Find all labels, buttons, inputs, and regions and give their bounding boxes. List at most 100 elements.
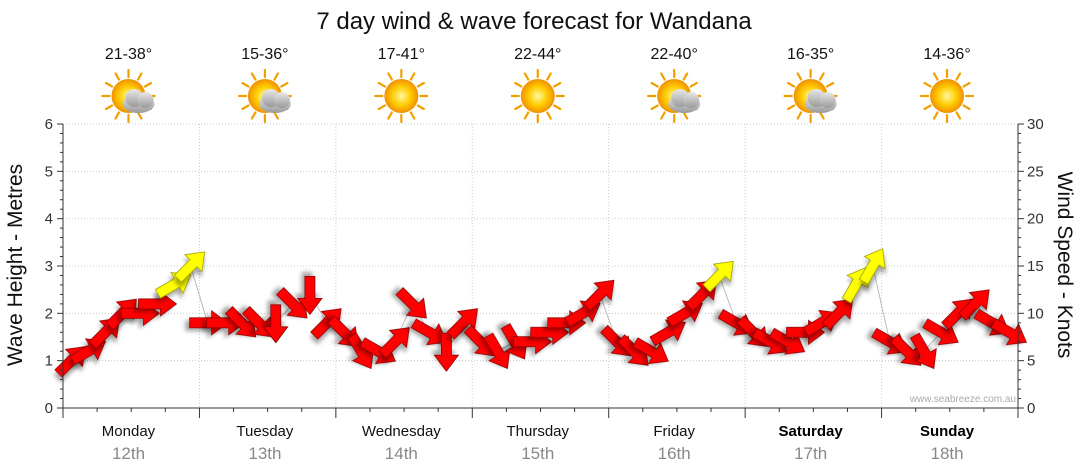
sun-cloud-icon [783, 68, 838, 124]
temperature-range: 16-35° [787, 46, 834, 63]
sun-ray [825, 81, 835, 88]
sun-ray [660, 111, 666, 120]
sun-disc [930, 79, 965, 113]
sun-ray [932, 111, 939, 120]
wind-arrow [433, 332, 460, 372]
sun-ray [660, 72, 666, 81]
sun-ray [923, 104, 932, 111]
sun-ray [416, 81, 425, 88]
cloud-part [819, 92, 836, 108]
sun-ray [514, 81, 523, 88]
right-tick-label: 30 [1027, 116, 1044, 133]
day-label: Friday [653, 423, 695, 440]
sun-ray [689, 81, 698, 88]
temperature-range: 22-44° [514, 46, 561, 63]
left-tick-label: 1 [45, 353, 53, 370]
day-label: Saturday [779, 423, 844, 440]
sun-ray [796, 72, 803, 81]
left-tick-label: 4 [45, 211, 53, 228]
right-tick-label: 25 [1027, 163, 1044, 180]
right-tick-label: 5 [1027, 353, 1035, 370]
axes: 0 1 2 3 4 5 6 0 5 10 15 20 25 30 Monday 12th Tuesday 13th… [45, 116, 1044, 463]
right-tick-label: 20 [1027, 211, 1044, 228]
sun-ray [104, 104, 114, 111]
wind-arrow [632, 337, 669, 365]
day-label: Tuesday [236, 423, 293, 440]
sun-ray [409, 111, 416, 120]
cloud-shape [122, 89, 155, 113]
sun-ray [796, 111, 803, 120]
cloud-part [137, 92, 154, 108]
wind-arrow [410, 318, 448, 346]
day-label: Sunday [920, 423, 975, 440]
sun-ray [546, 72, 552, 81]
wind-arrow [262, 304, 289, 344]
sun-ray [136, 72, 143, 81]
left-tick-label: 5 [45, 163, 53, 180]
sun-ray [955, 72, 962, 81]
sun-ray [136, 111, 143, 120]
sun-ray [787, 104, 796, 111]
sun-ray [241, 104, 250, 111]
sun-ray [650, 81, 659, 88]
sun-ray [250, 111, 257, 120]
wind-arrow [702, 260, 734, 293]
sun-ray [387, 111, 393, 120]
sun-disc [520, 79, 555, 113]
sun-ray [104, 81, 114, 88]
sun-ray [553, 104, 562, 111]
right-axis-title: Wind Speed - Knots [1053, 172, 1076, 359]
wind-arrow [297, 275, 323, 316]
sun-ray [682, 72, 689, 81]
wind-arrow [54, 346, 86, 378]
credit-label: www.seabreeze.com.au [909, 394, 1016, 405]
day-label: Monday [102, 423, 156, 440]
temperature-range: 21-38° [105, 46, 152, 63]
cloud-part [683, 92, 700, 108]
sun-ray [682, 111, 689, 120]
right-tick-label: 0 [1027, 400, 1035, 417]
date-label: 14th [385, 444, 418, 463]
left-tick-label: 3 [45, 258, 53, 275]
sun-ray [416, 104, 425, 111]
wind-arrow [582, 279, 615, 312]
temperature-range: 22-40° [651, 46, 698, 63]
sun-ray [250, 72, 257, 81]
date-label: 16th [658, 444, 691, 463]
wind-arrow [378, 327, 410, 359]
day-label: Thursday [507, 423, 570, 440]
right-tick-label: 10 [1027, 305, 1044, 322]
day-label: Wednesday [362, 423, 441, 440]
wind-arrow [395, 287, 427, 319]
wind-arrow [821, 298, 854, 331]
sun-ray [553, 81, 562, 88]
chart-title: 7 day wind & wave forecast for Wandana [316, 8, 752, 35]
sun-icon [510, 68, 565, 124]
wind-arrow [958, 289, 990, 321]
cloud-shape [804, 89, 837, 113]
sun-ray [932, 72, 939, 81]
left-tick-label: 6 [45, 116, 53, 133]
sun-ray [955, 111, 962, 120]
sun-ray [650, 104, 659, 111]
date-label: 17th [794, 444, 827, 463]
temperature-range: 14-36° [923, 46, 970, 63]
sun-ray [114, 111, 121, 120]
sun-ray [523, 72, 530, 81]
cloud-part [273, 92, 290, 108]
sun-ray [409, 72, 416, 81]
left-axis-title: Wave Height - Metres [4, 164, 27, 366]
sun-ray [819, 111, 825, 120]
date-label: 18th [931, 444, 964, 463]
cloud-shape [668, 89, 701, 113]
sun-ray [787, 81, 796, 88]
sun-ray [387, 72, 393, 81]
sun-icon [374, 68, 429, 124]
date-label: 15th [521, 444, 554, 463]
sun-ray [546, 111, 552, 120]
sun-ray [114, 72, 121, 81]
sun-ray [923, 81, 932, 88]
date-label: 12th [112, 444, 145, 463]
